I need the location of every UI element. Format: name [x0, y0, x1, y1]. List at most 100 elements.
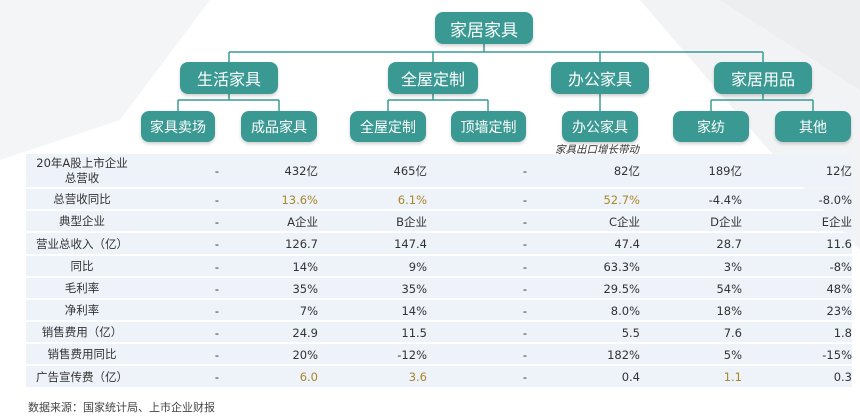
table-cell: -8.0%	[818, 192, 852, 207]
table-cell: 3%	[723, 259, 742, 274]
table-row-band	[26, 211, 852, 231]
subcategory-home-textiles: 家纺	[673, 111, 749, 142]
table-cell: -	[522, 303, 527, 318]
table-cell: -	[214, 192, 219, 207]
table-cell: 1.8	[833, 325, 852, 340]
table-cell: -	[522, 347, 527, 362]
table-cell: -	[214, 164, 219, 178]
table-cell: 5.5	[621, 325, 640, 340]
table-row-band	[26, 300, 852, 320]
table-cell: 20%	[292, 347, 318, 362]
subcategory-whole-house-custom: 全屋定制	[350, 111, 426, 142]
row-label: 总营收同比	[53, 192, 111, 206]
table-cell: 0.4	[621, 370, 640, 384]
table-row-band	[26, 256, 852, 276]
table-cell: 126.7	[285, 237, 318, 251]
table-cell: 6.1%	[397, 192, 427, 207]
root-node: 家居家具	[435, 12, 533, 44]
table-cell: 3.6	[408, 370, 427, 384]
table-cell: 11.5	[401, 325, 427, 340]
table-cell: 35%	[292, 281, 318, 296]
table-row-band	[26, 366, 852, 387]
table-cell: B企业	[396, 214, 427, 229]
table-cell: -	[214, 214, 219, 229]
table-cell: -12%	[397, 347, 427, 362]
table-cell: -	[522, 214, 527, 229]
table-cell: 28.7	[716, 237, 742, 251]
table-row-band	[26, 189, 852, 209]
table-cell: 24.9	[292, 325, 318, 340]
table-cell: -	[522, 281, 527, 296]
row-label: 营业总收入（亿）	[36, 236, 128, 251]
data-source: 数据来源：国家统计局、上市企业财报	[28, 401, 215, 414]
table-cell: 35%	[401, 281, 427, 296]
table-row-band	[26, 233, 852, 254]
table-cell: 7.6	[723, 325, 742, 340]
row-label: 毛利率	[64, 281, 100, 295]
table-row-band	[26, 344, 852, 364]
row-label: 销售费用（亿）	[41, 325, 123, 339]
subcategory-finished-furniture: 成品家具	[241, 111, 317, 142]
subcategory-other: 其他	[775, 111, 851, 142]
table-cell: 14%	[401, 303, 427, 318]
table-cell: -	[214, 303, 219, 318]
table-cell: 9%	[408, 259, 427, 274]
table-cell: 7%	[299, 303, 318, 318]
table-cell: -	[522, 259, 527, 274]
row-label: 典型企业	[59, 214, 105, 228]
table-cell: -	[522, 164, 527, 178]
table-cell: 432亿	[284, 164, 318, 178]
table-row-band	[26, 322, 852, 342]
table-cell: -15%	[822, 347, 852, 362]
table-cell: 29.5%	[603, 281, 640, 296]
table-cell: 8.0%	[610, 303, 640, 318]
table-cell: D企业	[710, 214, 742, 229]
table-cell: -	[214, 325, 219, 340]
category-home-goods: 家居用品	[714, 62, 812, 94]
subcategory-office-furniture: 办公家具	[562, 111, 638, 142]
table-row-band	[26, 154, 852, 187]
category-living-furniture: 生活家具	[180, 62, 278, 94]
office-growth-note: 家具出口增长带动	[555, 144, 639, 156]
table-cell: 11.6	[826, 237, 852, 251]
subcategory-furniture-mall: 家具卖场	[141, 111, 215, 142]
table-cell: -	[522, 370, 527, 384]
table-cell: -	[522, 237, 527, 251]
table-cell: 465亿	[393, 164, 427, 178]
table-cell: 147.4	[394, 237, 427, 251]
table-cell: -	[214, 347, 219, 362]
table-cell: A企业	[287, 214, 318, 229]
row-label: 同比	[70, 259, 94, 273]
subcategory-wall-ceiling-custom: 顶墙定制	[451, 111, 526, 142]
table-cell: -	[214, 281, 219, 296]
table-cell: 23%	[826, 303, 852, 318]
table-cell: -	[214, 259, 219, 274]
table-cell: -	[522, 192, 527, 207]
row-label: 净利率	[64, 303, 100, 317]
row-label: 广告宣传费（亿）	[36, 369, 128, 384]
category-whole-house-custom: 全屋定制	[388, 62, 478, 94]
table-cell: 5%	[723, 347, 742, 362]
table-cell: C企业	[608, 214, 640, 229]
table-cell: 189亿	[708, 164, 742, 178]
table-cell: 0.3	[833, 370, 852, 384]
table-cell: 47.4	[614, 237, 640, 251]
table-cell: -	[522, 325, 527, 340]
table-cell: 6.0	[299, 370, 318, 384]
table-row-band	[26, 278, 852, 298]
table-cell: 52.7%	[603, 192, 640, 207]
table-cell: E企业	[821, 214, 852, 229]
table-cell: 1.1	[723, 370, 742, 384]
table-cell: 182%	[607, 347, 640, 362]
table-cell: -	[214, 237, 219, 251]
table-cell: 14%	[292, 259, 318, 274]
table-cell: 48%	[826, 281, 852, 296]
table-cell: 18%	[716, 303, 742, 318]
table-cell: -8%	[829, 259, 852, 274]
table-cell: -	[214, 370, 219, 384]
row-label: 销售费用同比	[47, 347, 117, 361]
table-cell: 82亿	[613, 164, 640, 178]
table-cell: 63.3%	[603, 259, 640, 274]
table-cell: 13.6%	[281, 192, 318, 207]
